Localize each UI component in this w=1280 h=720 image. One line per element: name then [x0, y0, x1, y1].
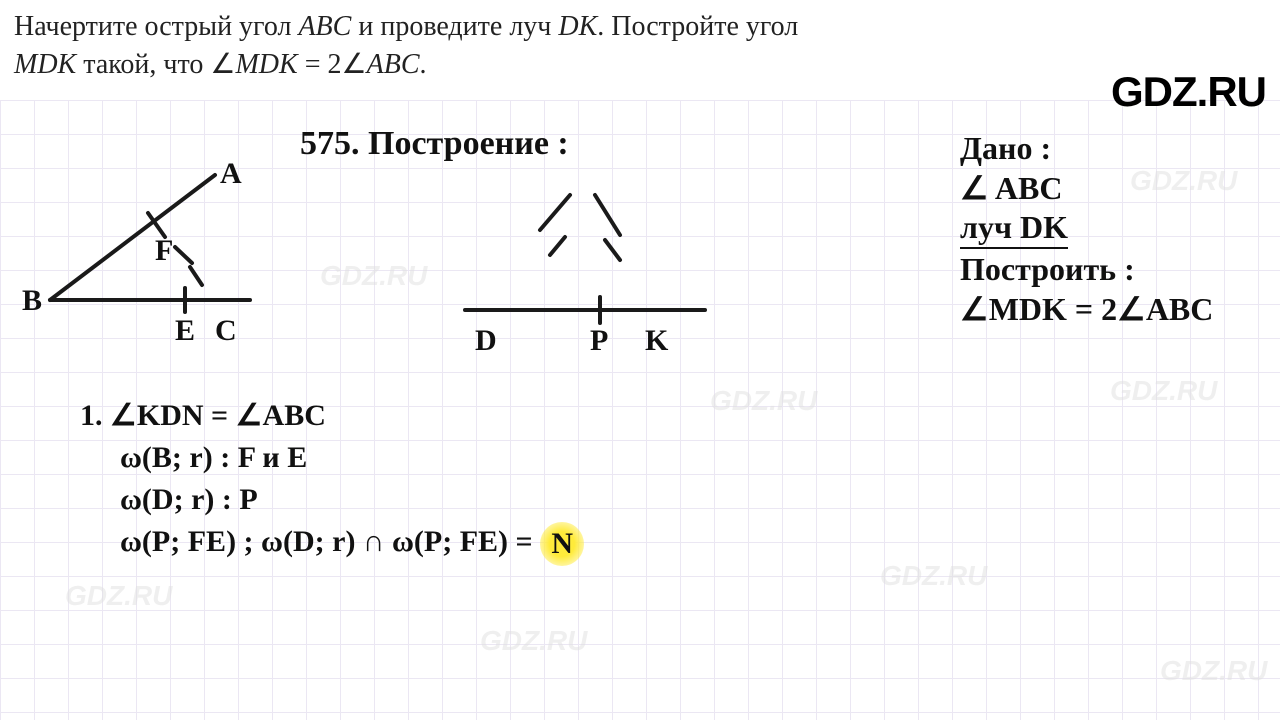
dano-construct: Построить : — [960, 251, 1240, 288]
sol-line2: ω(B; r) : F и E — [80, 437, 584, 479]
problem-text-2: и проведите луч — [351, 11, 558, 42]
label-P: P — [590, 324, 608, 357]
sol-line4a: ω(P; FE) ; ω(D; r) ∩ ω(P; FE) = — [120, 525, 540, 558]
label-F: F — [155, 234, 173, 267]
problem-text-1: Начертите острый угол — [14, 11, 298, 42]
var-dk: DK — [558, 11, 597, 42]
site-logo: GDZ.RU — [1111, 68, 1266, 116]
problem-text-5: = 2∠ — [298, 49, 367, 80]
var-abc2: ABC — [367, 49, 420, 80]
problem-text-4: такой, что ∠ — [76, 49, 235, 80]
dano-line1: ∠ ABC — [960, 169, 1240, 207]
label-D: D — [475, 324, 497, 357]
sol-line3: ω(D; r) : P — [80, 479, 584, 521]
watermark: GDZ.RU — [1110, 375, 1217, 407]
var-abc: ABC — [298, 11, 351, 42]
watermark: GDZ.RU — [480, 625, 587, 657]
problem-text-3: . Постройте угол — [597, 11, 798, 42]
diagram-angle-abc: B E C F A — [20, 155, 280, 355]
label-C: C — [215, 314, 237, 347]
watermark: GDZ.RU — [320, 260, 427, 292]
solution-steps: 1. ∠KDN = ∠ABC ω(B; r) : F и E ω(D; r) :… — [80, 395, 584, 566]
diagram-ray-dk: D P K — [445, 175, 745, 375]
watermark: GDZ.RU — [65, 580, 172, 612]
dano-line3: ∠MDK = 2∠ABC — [960, 290, 1240, 328]
watermark: GDZ.RU — [1160, 655, 1267, 687]
given-block: Дано : ∠ ABC луч DK Построить : ∠MDK = 2… — [960, 130, 1240, 330]
watermark: GDZ.RU — [710, 385, 817, 417]
label-K: K — [645, 324, 669, 357]
label-E: E — [175, 314, 195, 347]
label-A: A — [220, 157, 242, 190]
problem-text-6: . — [420, 49, 427, 80]
var-mdk: MDK — [14, 49, 76, 80]
watermark: GDZ.RU — [880, 560, 987, 592]
construction-title: 575. Построение : — [300, 125, 569, 163]
problem-statement: Начертите острый угол ABC и проведите лу… — [14, 8, 994, 84]
var-mdk2: MDK — [235, 49, 297, 80]
dano-line2: луч DK — [960, 209, 1068, 249]
highlighted-result: N — [540, 522, 584, 566]
sol-line1: 1. ∠KDN = ∠ABC — [80, 395, 584, 437]
dano-heading: Дано : — [960, 130, 1240, 167]
label-B: B — [22, 284, 42, 317]
